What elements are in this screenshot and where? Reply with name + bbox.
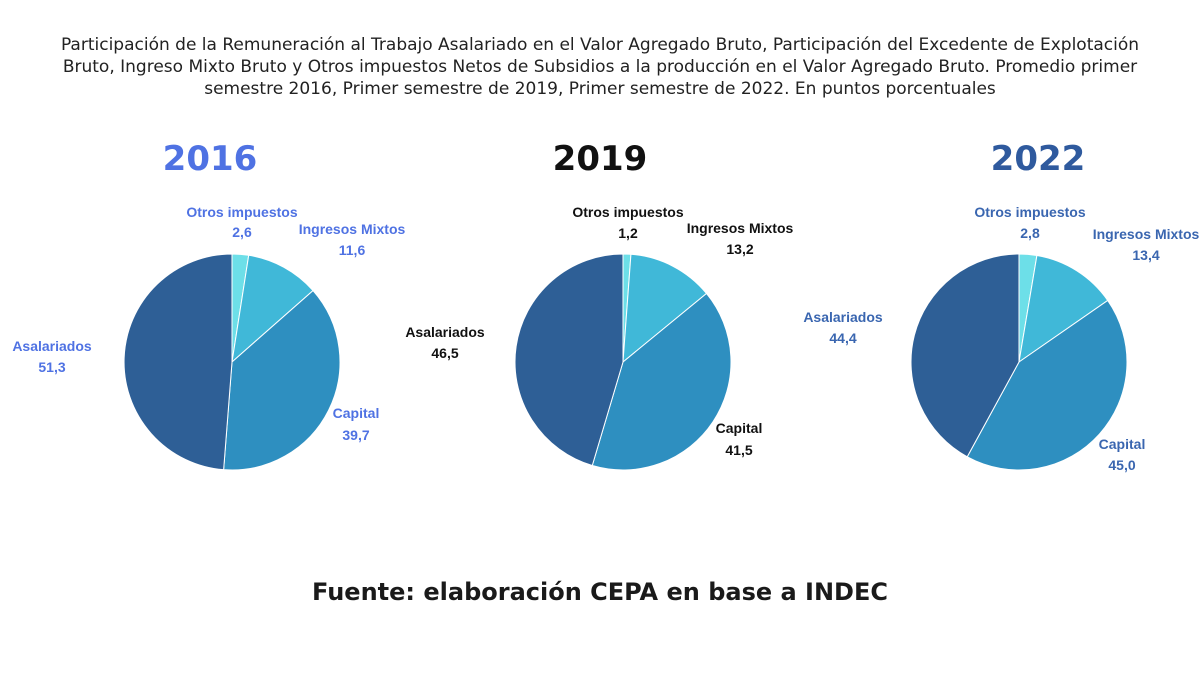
slice-label-otros-impuestos-2016: Otros impuestos — [186, 204, 297, 220]
chart-title: Participación de la Remuneración al Trab… — [60, 35, 1140, 99]
slice-value-otros-impuestos-2019: 1,2 — [618, 225, 638, 241]
pie-slice-ingresos-mixtos-2016 — [231, 254, 314, 364]
slice-label-otros-impuestos-2022: Otros impuestos — [974, 204, 1085, 220]
pie-slice-capital-2019 — [591, 292, 732, 471]
slice-value-ingresos-mixtos-2019: 13,2 — [726, 241, 753, 257]
slice-label-capital-2019: Capital — [716, 420, 763, 436]
pie-slice-asalariados-2019 — [514, 253, 624, 467]
slice-label-capital-2022: Capital — [1099, 436, 1146, 452]
slice-label-asalariados-2019: Asalariados — [405, 324, 485, 340]
slice-label-ingresos-mixtos-2016: Ingresos Mixtos — [299, 221, 406, 237]
pie-slice-capital-2022 — [966, 299, 1128, 471]
pie-chart-2019: 2019 Otros impuestos 1,2 Ingresos Mixtos 13,… — [405, 139, 794, 471]
pie-chart-2016: 2016 Otros impuestos 2,6 Ingresos Mixtos 11,… — [12, 139, 406, 471]
slice-value-capital-2022: 45,0 — [1108, 457, 1135, 473]
pie-slice-capital-2016 — [223, 289, 341, 471]
pie-title-2022: 2022 — [991, 139, 1086, 179]
slice-value-capital-2016: 39,7 — [342, 427, 369, 443]
pie-title-2019: 2019 — [553, 139, 648, 179]
slice-label-capital-2016: Capital — [333, 405, 380, 421]
slice-value-otros-impuestos-2022: 2,8 — [1020, 225, 1040, 241]
source-note: Fuente: elaboración CEPA en base a INDEC — [312, 578, 888, 606]
slice-value-asalariados-2022: 44,4 — [829, 330, 856, 346]
pie-slice-asalariados-2016 — [123, 253, 233, 471]
pie-slice-asalariados-2022 — [910, 253, 1020, 458]
slice-label-ingresos-mixtos-2019: Ingresos Mixtos — [687, 220, 794, 236]
slice-label-ingresos-mixtos-2022: Ingresos Mixtos — [1093, 226, 1200, 242]
slice-value-capital-2019: 41,5 — [725, 442, 752, 458]
slice-value-asalariados-2016: 51,3 — [38, 359, 65, 375]
pie-title-2016: 2016 — [163, 139, 258, 179]
slice-value-otros-impuestos-2016: 2,6 — [232, 224, 252, 240]
slice-value-asalariados-2019: 46,5 — [431, 345, 458, 361]
slice-label-asalariados-2016: Asalariados — [12, 338, 92, 354]
slice-value-ingresos-mixtos-2022: 13,4 — [1132, 247, 1159, 263]
pie-slice-ingresos-mixtos-2022 — [1018, 254, 1109, 364]
slice-label-otros-impuestos-2019: Otros impuestos — [572, 204, 683, 220]
pie-slice-ingresos-mixtos-2019 — [622, 253, 708, 364]
slice-label-asalariados-2022: Asalariados — [803, 309, 883, 325]
slice-value-ingresos-mixtos-2016: 11,6 — [339, 242, 366, 258]
pie-chart-2022: 2022 Otros impuestos 2,8 Ingresos Mixtos 13,… — [803, 139, 1199, 473]
